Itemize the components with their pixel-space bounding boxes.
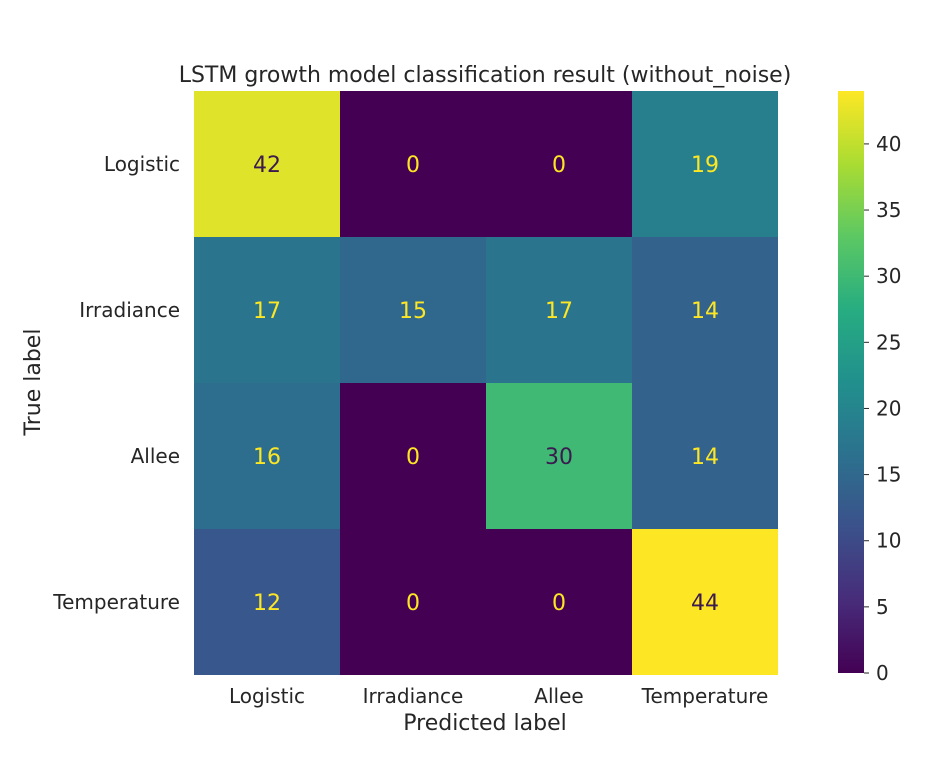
cell-value-label: 16 (253, 445, 281, 470)
colorbar-ticks: 0 5 10 15 20 25 30 35 40 (864, 132, 901, 685)
heatmap-cell (340, 529, 486, 675)
chart-title: LSTM growth model classification result … (179, 63, 792, 88)
heatmap-cell (632, 529, 778, 675)
y-tick-label: Irradiance (79, 298, 180, 322)
heatmap-cell (486, 237, 632, 383)
cell-value-label: 15 (399, 299, 427, 324)
heatmap-cells (194, 91, 778, 675)
cell-value-label: 44 (691, 591, 719, 616)
x-tick-label: Allee (534, 684, 583, 708)
cell-value-label: 0 (552, 153, 566, 178)
x-tick-label: Temperature (641, 684, 769, 708)
colorbar-tick-label: 35 (876, 198, 901, 222)
cell-value-label: 19 (691, 153, 719, 178)
y-axis-label: True label (21, 329, 46, 437)
y-tick-label: Temperature (52, 590, 180, 614)
cell-value-label: 14 (691, 445, 719, 470)
heatmap-cell (194, 237, 340, 383)
x-tick-label: Irradiance (363, 684, 464, 708)
heatmap-cell (194, 529, 340, 675)
x-tick-labels: Logistic Irradiance Allee Temperature (229, 684, 768, 708)
cell-value-label: 0 (406, 445, 420, 470)
colorbar-tick-label: 15 (876, 463, 901, 487)
y-tick-label: Logistic (104, 152, 180, 176)
heatmap-cell (194, 383, 340, 529)
heatmap-cell (194, 91, 340, 237)
cell-value-label: 14 (691, 299, 719, 324)
heatmap-cell (340, 237, 486, 383)
heatmap-cell (340, 91, 486, 237)
colorbar-tick-label: 25 (876, 330, 901, 354)
cell-value-label: 0 (406, 591, 420, 616)
heatmap-cell (340, 383, 486, 529)
colorbar-tick-label: 40 (876, 132, 901, 156)
colorbar-tick-label: 0 (876, 661, 889, 685)
x-tick-label: Logistic (229, 684, 305, 708)
heatmap-cell-labels: 42 0 0 19 17 15 17 14 16 0 30 14 12 0 0 44 (253, 153, 719, 616)
colorbar (838, 91, 864, 673)
cell-value-label: 17 (253, 299, 281, 324)
colorbar-tick-label: 20 (876, 396, 901, 420)
colorbar-tick-label: 5 (876, 595, 889, 619)
colorbar-tick-label: 10 (876, 529, 901, 553)
cell-value-label: 30 (545, 445, 573, 470)
cell-value-label: 42 (253, 153, 281, 178)
cell-value-label: 0 (552, 591, 566, 616)
heatmap-cell (486, 91, 632, 237)
x-axis-label: Predicted label (403, 711, 566, 736)
heatmap-cell (632, 383, 778, 529)
cell-value-label: 12 (253, 591, 281, 616)
heatmap-cell (632, 91, 778, 237)
colorbar-tick-label: 30 (876, 264, 901, 288)
heatmap-cell (632, 237, 778, 383)
heatmap-cell (486, 529, 632, 675)
cell-value-label: 17 (545, 299, 573, 324)
y-tick-labels: Logistic Irradiance Allee Temperature (52, 152, 180, 614)
y-tick-label: Allee (131, 444, 180, 468)
cell-value-label: 0 (406, 153, 420, 178)
heatmap-cell (486, 383, 632, 529)
